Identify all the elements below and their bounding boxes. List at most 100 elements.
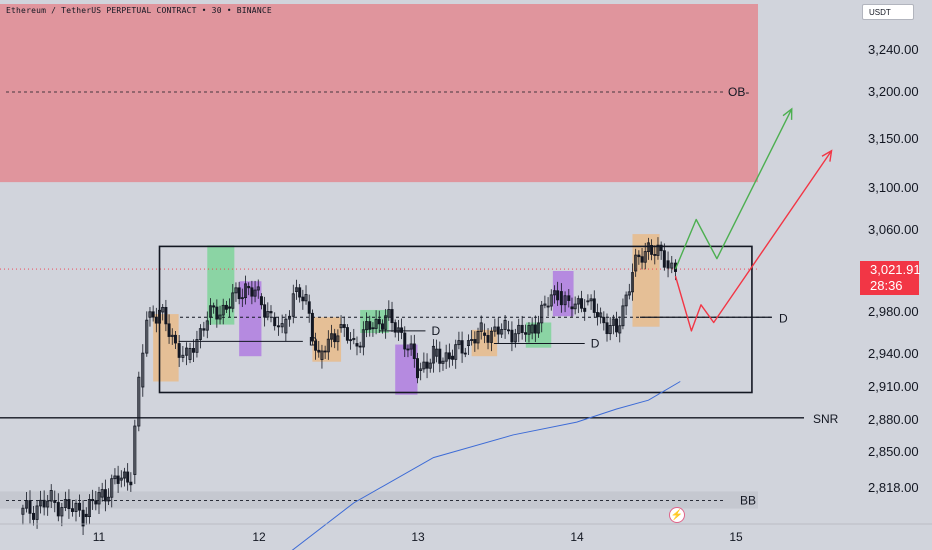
candle-body-111: [390, 309, 394, 324]
candle-body-91: [326, 338, 330, 353]
candle-body-84: [304, 294, 308, 302]
candle-body-72: [263, 304, 267, 318]
d-marker-label-1: D: [431, 324, 440, 338]
candle-body-46: [177, 343, 181, 358]
y-tick-2: 3,150.00: [868, 131, 919, 146]
candle-body-178: [608, 325, 612, 335]
candle-body-138: [476, 331, 480, 344]
candle-body-127: [441, 360, 445, 364]
candle-body-158: [543, 303, 547, 306]
candle-body-156: [537, 322, 541, 334]
candle-body-71: [259, 296, 263, 306]
candle-body-132: [457, 340, 461, 346]
candle-body-181: [618, 325, 622, 334]
candle-body-77: [280, 323, 284, 328]
last-price-badge: 3,021.91 28:36: [860, 261, 921, 295]
x-tick-4: 15: [729, 530, 743, 544]
candle-body-70: [256, 286, 260, 291]
candle-body-190: [646, 242, 650, 253]
candle-body-56: [212, 305, 216, 308]
candle-body-192: [653, 254, 657, 256]
candle-body-97: [345, 327, 349, 341]
candle-body-122: [425, 361, 429, 369]
candle-body-151: [520, 324, 524, 334]
candle-body-142: [489, 330, 493, 343]
candle-body-130: [451, 355, 455, 360]
candle-body-164: [563, 295, 567, 306]
candle-body-153: [527, 325, 531, 335]
zone-label-bb: BB: [740, 494, 756, 508]
zone-label-ob: OB-: [728, 85, 749, 99]
candle-body-104: [368, 321, 372, 330]
candle-body-26: [110, 478, 114, 498]
candle-body-17: [81, 509, 85, 527]
candle-body-31: [126, 471, 130, 483]
candle-body-68: [250, 287, 254, 297]
candle-body-96: [342, 324, 346, 328]
candle-body-108: [380, 323, 384, 330]
candle-body-86: [310, 312, 314, 342]
candle-body-184: [627, 291, 631, 296]
candle-body-114: [400, 327, 404, 333]
candle-body-59: [221, 304, 225, 316]
level-label-snr: SNR: [813, 412, 839, 426]
candle-body-49: [188, 348, 192, 360]
candle-body-12: [63, 499, 67, 508]
candle-body-10: [56, 502, 60, 517]
y-tick-3: 3,100.00: [868, 180, 919, 195]
candle-body-21: [94, 500, 98, 505]
level-label-d: D: [779, 311, 788, 325]
candle-body-74: [269, 311, 273, 314]
candle-body-103: [365, 321, 369, 331]
candle-body-63: [234, 287, 238, 294]
candle-body-183: [624, 294, 628, 307]
candle-body-8: [49, 490, 53, 502]
candle-body-146: [503, 319, 507, 330]
candle-body-171: [586, 300, 590, 303]
candle-body-152: [524, 332, 528, 335]
candle-body-109: [384, 315, 388, 330]
candle-body-47: [181, 354, 185, 358]
candle-body-19: [87, 499, 91, 518]
currency-badge[interactable]: USDT: [862, 4, 914, 20]
y-tick-5: 2,980.00: [868, 304, 919, 319]
candle-body-148: [510, 329, 514, 343]
candle-body-98: [349, 339, 353, 342]
lightning-icon[interactable]: ⚡: [669, 507, 685, 523]
candle-body-27: [113, 475, 117, 480]
symbol-header: Ethereum / TetherUS PERPETUAL CONTRACT •…: [6, 6, 272, 15]
candle-body-193: [656, 244, 660, 256]
candle-body-112: [393, 322, 397, 333]
candle-body-40: [158, 309, 162, 324]
candle-body-90: [323, 350, 327, 353]
candle-body-93: [333, 333, 337, 343]
candle-body-32: [129, 481, 133, 486]
y-tick-9: 2,850.00: [868, 444, 919, 459]
candle-body-176: [602, 316, 606, 324]
candle-body-22: [97, 492, 101, 505]
candle-body-172: [589, 298, 593, 302]
candle-body-125: [435, 348, 439, 357]
candle-body-41: [161, 306, 165, 313]
candle-body-157: [540, 304, 544, 324]
candle-body-38: [151, 311, 155, 318]
candle-body-55: [208, 305, 212, 318]
candle-body-118: [412, 343, 416, 359]
candle-body-134: [463, 352, 467, 355]
candle-body-137: [473, 339, 477, 344]
candle-body-133: [460, 340, 464, 354]
candle-body-150: [517, 324, 521, 335]
highlight-purple-2: [239, 281, 262, 357]
candle-body-73: [266, 311, 270, 318]
candle-body-83: [301, 296, 305, 302]
y-tick-6: 2,940.00: [868, 346, 919, 361]
y-tick-7: 2,910.00: [868, 379, 919, 394]
candle-body-2: [28, 500, 32, 514]
candle-body-147: [506, 329, 510, 332]
candle-body-195: [662, 250, 666, 268]
candle-body-189: [643, 251, 647, 263]
candle-body-4: [35, 505, 39, 520]
candle-body-141: [486, 334, 490, 343]
